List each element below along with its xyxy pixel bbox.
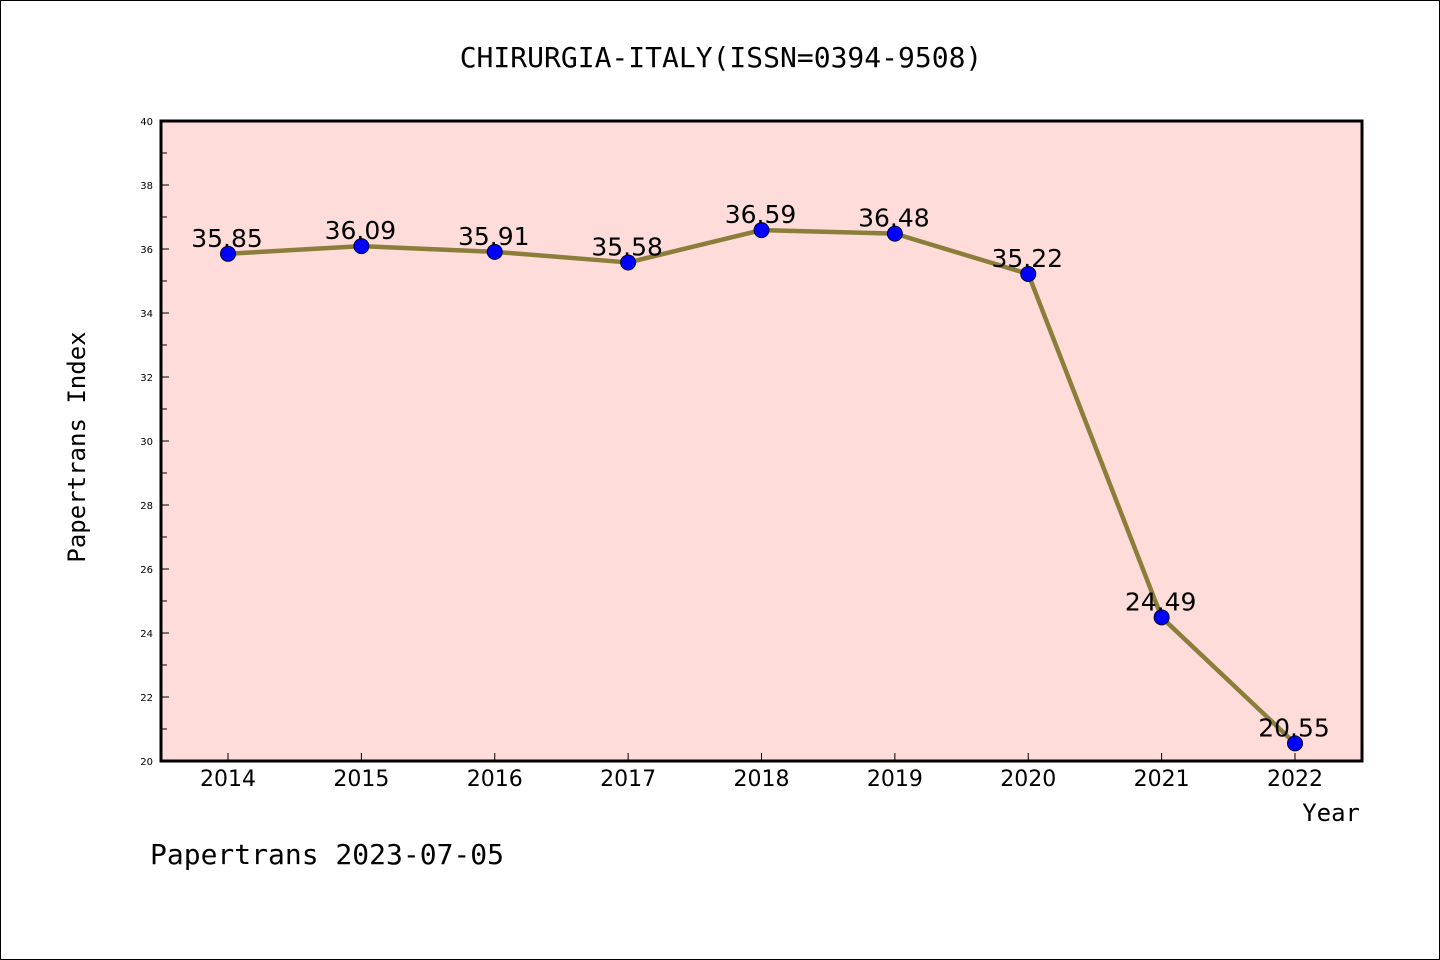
y-tick-label: 30 (140, 437, 153, 448)
data-label: 20.55 (1258, 713, 1330, 742)
data-label: 36.48 (858, 204, 930, 233)
y-tick-label: 22 (140, 693, 153, 704)
y-tick-label: 36 (140, 245, 153, 256)
y-axis-label: Papertrans Index (63, 331, 91, 562)
data-point (620, 254, 637, 271)
x-tick-label: 2018 (734, 767, 790, 792)
data-label: 36.09 (325, 216, 397, 245)
data-label: 36.59 (725, 200, 797, 229)
data-label: 24.49 (1125, 587, 1197, 616)
x-axis-ticks: 2014 2015 2016 2017 2018 2019 2020 2021 2022 (200, 753, 1323, 792)
data-label: 35.91 (458, 222, 530, 251)
data-label: 35.58 (591, 232, 663, 261)
y-tick-label: 34 (140, 309, 153, 320)
y-tick-label: 20 (140, 757, 153, 768)
x-tick-label: 2017 (600, 767, 656, 792)
footer-stamp: Papertrans 2023-07-05 (150, 838, 504, 871)
x-tick-label: 2022 (1267, 767, 1323, 792)
y-tick-label: 32 (140, 373, 153, 384)
data-point (486, 243, 503, 260)
y-tick-label: 40 (140, 117, 153, 128)
y-tick-label: 26 (140, 565, 153, 576)
data-point (1287, 735, 1303, 752)
data-label: 35.85 (191, 224, 263, 253)
y-tick-label: 38 (140, 181, 153, 192)
data-point (1153, 609, 1170, 626)
data-point (220, 245, 236, 262)
data-point (1020, 265, 1037, 282)
data-point (353, 238, 370, 255)
data-series: 35.85 36.09 35.91 35.58 36.59 36.48 35.22 24.49… (191, 200, 1330, 752)
y-tick-label: 28 (140, 501, 153, 512)
data-label: 35.22 (991, 244, 1063, 273)
x-tick-label: 2021 (1134, 767, 1190, 792)
data-point (886, 225, 903, 242)
chart-title: CHIRURGIA-ITALY(ISSN=0394-9508) (460, 41, 983, 74)
plot-frame (159, 119, 1364, 763)
x-tick-label: 2014 (200, 767, 256, 792)
x-tick-label: 2016 (467, 767, 523, 792)
x-axis-label: Year (1302, 799, 1360, 827)
x-tick-label: 2019 (867, 767, 923, 792)
y-tick-label: 24 (140, 629, 153, 640)
data-point (753, 222, 770, 239)
x-tick-label: 2015 (333, 767, 389, 792)
x-tick-label: 2020 (1000, 767, 1056, 792)
